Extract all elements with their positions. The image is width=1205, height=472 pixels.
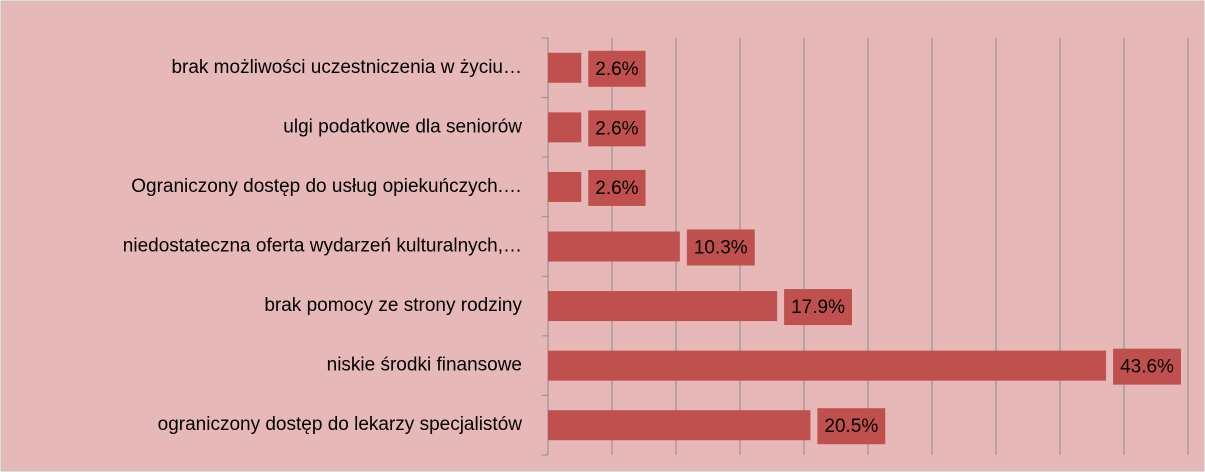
category-label: brak możliwości uczestniczenia w życiu… bbox=[171, 57, 522, 78]
data-label: 10.3% bbox=[694, 238, 748, 259]
category-label: ograniczony dostęp do lekarzy specjalist… bbox=[158, 414, 523, 435]
data-label-box bbox=[588, 50, 646, 87]
data-label-box bbox=[588, 169, 646, 206]
data-label: 2.6% bbox=[595, 59, 638, 80]
bar bbox=[548, 52, 582, 83]
data-label-box bbox=[784, 289, 852, 326]
data-label-box bbox=[817, 408, 886, 445]
category-label: niedostateczna oferta wydarzeń kulturaln… bbox=[123, 236, 522, 257]
bar bbox=[548, 410, 811, 441]
data-label: 43.6% bbox=[1120, 357, 1174, 378]
bar bbox=[548, 350, 1107, 381]
category-label: brak pomocy ze strony rodziny bbox=[264, 295, 522, 316]
data-label-box bbox=[588, 110, 646, 147]
data-label: 20.5% bbox=[824, 416, 878, 437]
bar bbox=[548, 112, 582, 143]
bar bbox=[548, 231, 680, 262]
data-label-box bbox=[686, 229, 755, 266]
bar bbox=[548, 291, 778, 322]
bar bbox=[548, 171, 582, 202]
category-label: Ograniczony dostęp do usług opiekuńczych… bbox=[131, 176, 522, 197]
data-label: 17.9% bbox=[791, 297, 845, 318]
data-label: 2.6% bbox=[595, 118, 638, 139]
data-label: 2.6% bbox=[595, 178, 638, 199]
category-label: niskie środki finansowe bbox=[327, 355, 522, 376]
data-label-box bbox=[1113, 348, 1181, 385]
category-label: ulgi podatkowe dla seniorów bbox=[283, 116, 522, 137]
